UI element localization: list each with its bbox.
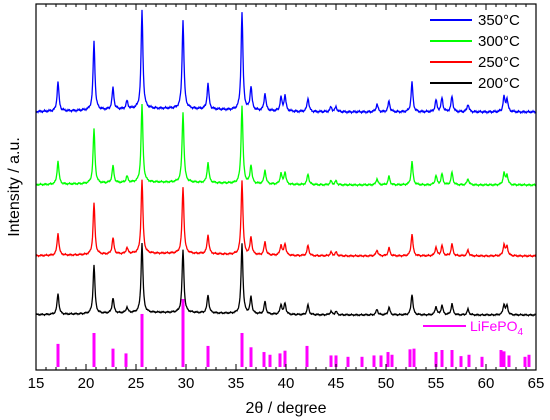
reference-legend: LiFePO4 <box>423 318 523 338</box>
x-tick-label: 35 <box>228 375 245 392</box>
y-axis-title: Intensity / a.u. <box>6 137 23 237</box>
x-tick-label: 45 <box>328 375 345 392</box>
series-line <box>35 104 537 188</box>
series-line <box>35 242 537 317</box>
legend-label: 300°C <box>478 33 520 50</box>
reference-name: LiFePO <box>470 318 518 334</box>
series-traces <box>35 9 537 317</box>
x-tick-label: 60 <box>478 375 495 392</box>
x-tick-label: 15 <box>28 375 45 392</box>
series-line <box>35 9 537 115</box>
series-line <box>35 179 537 258</box>
x-tick-label: 55 <box>428 375 445 392</box>
reference-legend-label: LiFePO4 <box>470 318 523 338</box>
legend: 350°C 300°C 250°C 200°C <box>430 12 520 92</box>
legend-label: 200°C <box>478 75 520 92</box>
x-tick-label: 25 <box>128 375 145 392</box>
x-axis: 15 20 25 30 35 40 45 50 55 60 65 <box>28 4 545 392</box>
x-axis-title: 2θ / degree <box>246 400 327 417</box>
x-tick-label: 40 <box>278 375 295 392</box>
legend-label: 350°C <box>478 12 520 29</box>
x-tick-label: 65 <box>528 375 545 392</box>
x-tick-label: 30 <box>178 375 195 392</box>
legend-label: 250°C <box>478 54 520 71</box>
x-tick-label: 20 <box>78 375 95 392</box>
x-tick-label: 50 <box>378 375 395 392</box>
reference-lines <box>56 299 531 367</box>
reference-subscript: 4 <box>517 327 523 338</box>
